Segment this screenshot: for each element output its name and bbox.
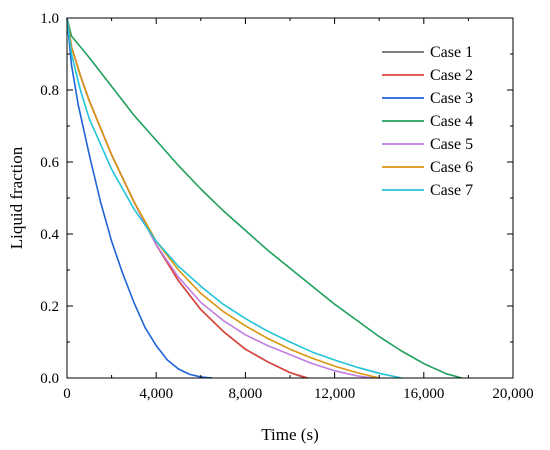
legend-label-7: Case 7 <box>430 182 473 199</box>
y-tick-label: 0.6 <box>40 155 59 171</box>
x-tick-label: 8,000 <box>229 386 263 402</box>
x-axis-title: Time (s) <box>261 425 318 444</box>
legend-label-4: Case 4 <box>430 113 473 130</box>
y-tick-label: 0.0 <box>40 371 59 387</box>
x-tick-label: 16,000 <box>403 386 444 402</box>
y-tick-label: 1.0 <box>40 11 59 27</box>
legend-label-1: Case 1 <box>430 44 473 61</box>
y-tick-label: 0.4 <box>40 227 59 243</box>
legend-label-2: Case 2 <box>430 67 473 84</box>
x-tick-label: 12,000 <box>314 386 355 402</box>
legend-label-3: Case 3 <box>430 90 473 107</box>
y-tick-label: 0.2 <box>40 299 59 315</box>
y-axis-title: Liquid fraction <box>7 146 26 249</box>
plot-area <box>66 17 462 379</box>
series-line-6 <box>66 17 380 379</box>
series-line-7 <box>66 17 402 379</box>
legend: Case 1 Case 2 Case 3 Case 4 Case 5 Case 6 Case… <box>382 44 473 199</box>
series-line-3 <box>66 17 213 379</box>
x-tick-label: 20,000 <box>492 386 533 402</box>
y-tick-label: 0.8 <box>40 83 59 99</box>
x-tick-label: 4,000 <box>139 386 173 402</box>
x-tick-label: 0 <box>63 386 71 402</box>
series-line-4 <box>66 17 462 379</box>
legend-label-6: Case 6 <box>430 159 473 176</box>
axes: 0 4,000 8,000 12,000 16,000 20,000 0.0 0.2 0.4 0.… <box>40 11 533 402</box>
legend-label-5: Case 5 <box>430 136 473 153</box>
